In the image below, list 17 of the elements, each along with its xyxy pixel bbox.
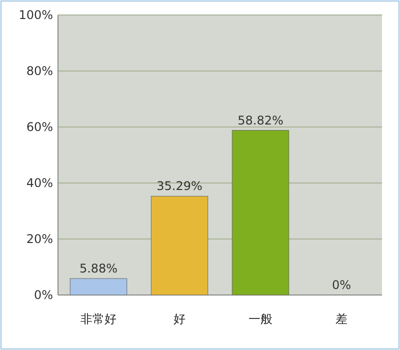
data-label: 35.29% xyxy=(156,179,202,194)
y-tick-label: 80% xyxy=(26,64,53,78)
y-tick-label: 20% xyxy=(26,232,53,246)
data-label: 5.88% xyxy=(79,262,118,276)
x-tick-label: 非常好 xyxy=(80,312,116,326)
bar xyxy=(232,130,290,296)
y-tick-label: 40% xyxy=(26,176,53,190)
x-tick-label: 好 xyxy=(174,312,186,326)
x-tick-label: 一般 xyxy=(248,312,272,326)
data-label: 58.82% xyxy=(238,113,284,128)
y-tick-label: 60% xyxy=(26,120,53,134)
bar xyxy=(150,196,208,296)
x-tick-label: 差 xyxy=(336,312,348,326)
y-tick-label: 100% xyxy=(18,8,53,22)
y-tick-label: 0% xyxy=(34,288,53,302)
data-label: 0% xyxy=(332,278,352,292)
bar xyxy=(70,278,128,296)
